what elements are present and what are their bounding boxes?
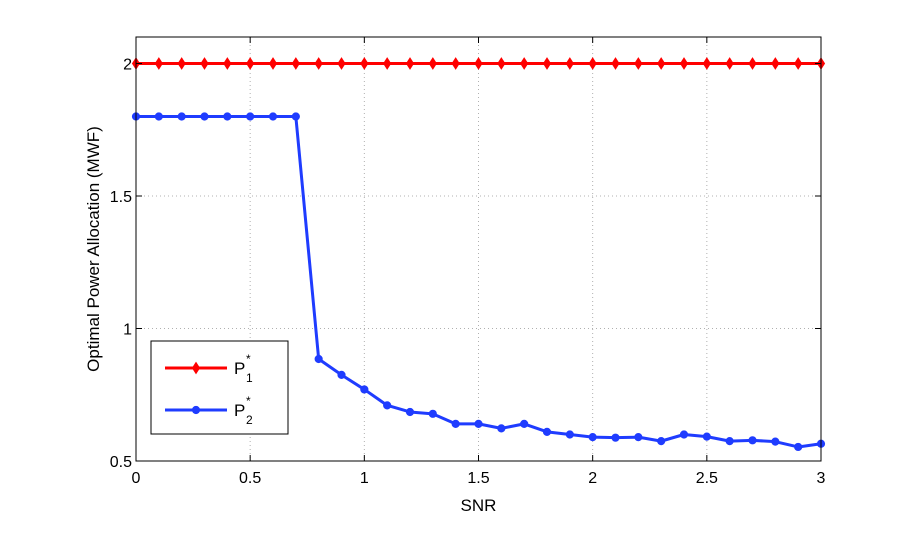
series-layer	[131, 57, 826, 452]
data-point	[634, 57, 643, 70]
data-point	[428, 409, 437, 418]
data-point	[337, 370, 346, 379]
data-point	[725, 57, 734, 70]
data-point	[223, 112, 232, 121]
data-point	[542, 57, 552, 70]
data-point	[497, 424, 506, 433]
data-point	[383, 57, 392, 70]
data-point	[634, 433, 643, 442]
data-point	[291, 57, 300, 70]
data-point	[794, 57, 803, 70]
legend-entry: P 1 *	[165, 352, 253, 385]
data-point	[497, 57, 506, 70]
data-point	[474, 57, 483, 70]
data-point	[771, 57, 780, 70]
data-point	[771, 437, 780, 446]
data-point	[748, 57, 757, 70]
data-point	[337, 57, 346, 70]
data-point	[702, 57, 711, 70]
data-point	[428, 57, 437, 70]
data-point	[360, 57, 369, 70]
y-tick-label: 1	[123, 322, 132, 339]
data-point	[679, 430, 689, 439]
legend-entry: P 2 *	[165, 394, 253, 427]
data-point	[314, 354, 323, 364]
data-point	[177, 112, 186, 121]
grid	[136, 37, 821, 461]
y-tick-label: 0.5	[110, 454, 132, 471]
data-point	[520, 57, 529, 70]
x-tick-label: 2.5	[696, 470, 718, 487]
x-tick-label: 2	[588, 470, 597, 487]
data-point	[702, 432, 711, 441]
x-tick-label: 1.5	[467, 470, 489, 487]
legend-box	[150, 340, 289, 435]
data-point	[474, 419, 483, 428]
y-tick-label: 1.5	[110, 189, 132, 206]
data-point	[794, 442, 803, 452]
data-point	[520, 419, 529, 428]
data-point	[177, 57, 186, 70]
x-tick-label: 1	[360, 470, 369, 487]
data-point	[314, 57, 323, 70]
data-point	[588, 433, 597, 442]
legend-label-superscript: *	[246, 352, 251, 366]
x-tick-label: 0	[132, 470, 141, 487]
y-tick-label: 2	[123, 57, 132, 74]
data-point	[611, 57, 620, 70]
data-point	[725, 437, 734, 446]
legend-label-subscript: 2	[246, 413, 253, 427]
data-point	[451, 419, 460, 428]
x-axis-label: SNR	[461, 496, 497, 515]
data-point	[200, 112, 209, 121]
data-point	[291, 112, 300, 121]
data-point	[223, 57, 232, 70]
data-point	[154, 112, 163, 121]
series-2	[131, 112, 826, 452]
data-point	[191, 405, 201, 415]
data-point	[565, 57, 574, 70]
tick-labels: 0 0.5 1 1.5 2 2.5 30.511.52	[110, 57, 826, 488]
data-point	[191, 361, 201, 375]
legend-label: P	[234, 359, 245, 378]
data-point	[611, 433, 620, 442]
legend-label: P	[234, 401, 245, 420]
data-point	[542, 427, 552, 436]
data-point	[360, 385, 369, 394]
data-point	[657, 57, 666, 70]
y-axis-label: Optimal Power Allocation (MWF)	[84, 126, 103, 372]
legend-label-superscript: *	[246, 394, 251, 408]
data-point	[154, 57, 163, 70]
data-point	[451, 57, 460, 70]
data-point	[565, 430, 574, 439]
x-tick-label: 3	[817, 470, 826, 487]
data-point	[268, 112, 278, 121]
data-point	[588, 57, 597, 70]
series-1	[131, 57, 826, 70]
ticks	[135, 37, 822, 462]
data-point	[679, 57, 689, 70]
data-point	[383, 401, 392, 410]
data-point	[268, 57, 278, 70]
data-point	[405, 57, 415, 70]
data-point	[246, 57, 255, 70]
data-point	[200, 57, 209, 70]
data-point	[748, 436, 757, 445]
data-point	[657, 437, 666, 446]
data-point	[405, 407, 415, 417]
legend: P 1*P 2*	[150, 340, 289, 435]
legend-label-subscript: 1	[246, 371, 253, 385]
x-tick-label: 0.5	[239, 470, 261, 487]
data-point	[246, 112, 255, 121]
